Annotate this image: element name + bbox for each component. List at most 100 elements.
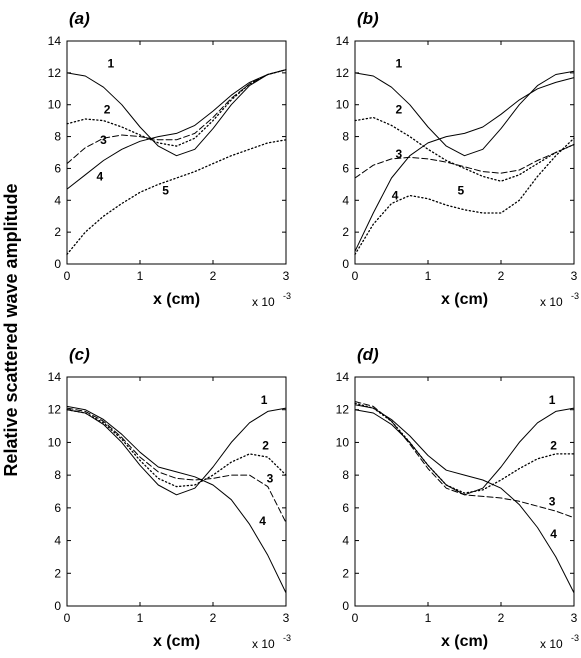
y-tick-label: 4	[342, 193, 349, 207]
y-tick-label: 0	[54, 599, 61, 613]
y-tick-label: 0	[54, 257, 61, 271]
series-line-1	[66, 407, 287, 496]
y-tick-label: 6	[342, 501, 349, 515]
y-tick-label: 8	[54, 130, 61, 144]
x-scale-note: x 10	[540, 637, 563, 651]
shared-y-axis-label: Relative scattered wave amplitude	[1, 183, 21, 476]
series-label-1: 1	[395, 56, 402, 70]
x-tick-label: 2	[210, 269, 217, 283]
series-line-3	[66, 407, 287, 524]
y-tick-label: 2	[342, 225, 349, 239]
series-label-2: 2	[550, 439, 557, 453]
y-tick-label: 14	[336, 370, 350, 384]
x-scale-exponent: -3	[283, 291, 291, 301]
series-line-2	[354, 116, 575, 182]
series-line-4	[66, 405, 287, 594]
series-label-2: 2	[395, 102, 402, 116]
series-line-3	[66, 69, 287, 165]
x-tick-label: 0	[64, 269, 71, 283]
series-label-4: 4	[550, 527, 557, 541]
panel-label: (c)	[69, 345, 90, 364]
y-tick-label: 14	[48, 370, 62, 384]
series-label-2: 2	[262, 439, 269, 453]
x-tick-label: 0	[352, 611, 359, 625]
series-line-3	[354, 144, 575, 179]
x-tick-label: 2	[498, 611, 505, 625]
series-label-4: 4	[259, 514, 266, 528]
x-scale-note: x 10	[252, 295, 275, 309]
y-tick-label: 6	[54, 161, 61, 175]
series-line-4	[354, 404, 575, 594]
y-tick-label: 4	[54, 534, 61, 548]
panel-label: (a)	[69, 9, 90, 28]
y-tick-label: 12	[48, 66, 62, 80]
x-scale-exponent: -3	[571, 633, 579, 643]
x-scale-note: x 10	[540, 295, 563, 309]
y-tick-label: 4	[54, 193, 61, 207]
x-scale-exponent: -3	[571, 291, 579, 301]
y-tick-label: 2	[342, 566, 349, 580]
y-tick-label: 0	[342, 257, 349, 271]
x-tick-label: 2	[210, 611, 217, 625]
series-label-5: 5	[458, 184, 465, 198]
x-tick-label: 3	[571, 269, 578, 283]
series-line-1	[354, 407, 575, 496]
x-tick-label: 1	[137, 611, 144, 625]
x-axis-label: x (cm)	[441, 291, 488, 308]
y-tick-label: 8	[342, 468, 349, 482]
plot-frame	[66, 40, 287, 265]
plot-frame	[66, 376, 287, 607]
series-label-5: 5	[162, 184, 169, 198]
y-tick-label: 10	[48, 98, 62, 112]
series-label-4: 4	[392, 189, 399, 203]
x-axis-label: x (cm)	[441, 633, 488, 650]
y-tick-label: 4	[342, 534, 349, 548]
y-tick-label: 12	[48, 403, 62, 417]
y-tick-label: 2	[54, 225, 61, 239]
y-tick-label: 8	[342, 130, 349, 144]
x-scale-exponent: -3	[283, 633, 291, 643]
y-tick-label: 14	[336, 34, 350, 48]
y-tick-label: 0	[342, 599, 349, 613]
x-axis-label: x (cm)	[153, 633, 200, 650]
x-tick-label: 0	[352, 269, 359, 283]
y-tick-label: 10	[48, 435, 62, 449]
series-label-3: 3	[267, 471, 274, 485]
x-tick-label: 3	[283, 611, 290, 625]
series-line-4	[66, 69, 287, 190]
plot-frame	[354, 40, 575, 265]
y-tick-label: 12	[336, 403, 350, 417]
series-line-3	[354, 401, 575, 519]
series-label-3: 3	[549, 494, 556, 508]
series-label-3: 3	[100, 133, 107, 147]
series-line-2	[66, 69, 287, 147]
x-tick-label: 1	[425, 269, 432, 283]
series-line-4	[354, 77, 575, 252]
series-line-5	[354, 137, 575, 256]
x-tick-label: 1	[425, 611, 432, 625]
y-tick-label: 14	[48, 34, 62, 48]
x-tick-label: 0	[64, 611, 71, 625]
series-label-4: 4	[97, 169, 104, 183]
series-label-1: 1	[549, 393, 556, 407]
x-scale-note: x 10	[252, 637, 275, 651]
y-tick-label: 12	[336, 66, 350, 80]
panel-label: (d)	[357, 345, 379, 364]
y-tick-label: 6	[54, 501, 61, 515]
series-label-1: 1	[107, 56, 114, 70]
x-tick-label: 3	[571, 611, 578, 625]
y-tick-label: 2	[54, 566, 61, 580]
x-axis-label: x (cm)	[153, 291, 200, 308]
series-line-1	[354, 70, 575, 157]
plot-frame	[354, 376, 575, 607]
x-tick-label: 2	[498, 269, 505, 283]
x-tick-label: 3	[283, 269, 290, 283]
series-line-2	[66, 409, 287, 488]
x-tick-label: 1	[137, 269, 144, 283]
